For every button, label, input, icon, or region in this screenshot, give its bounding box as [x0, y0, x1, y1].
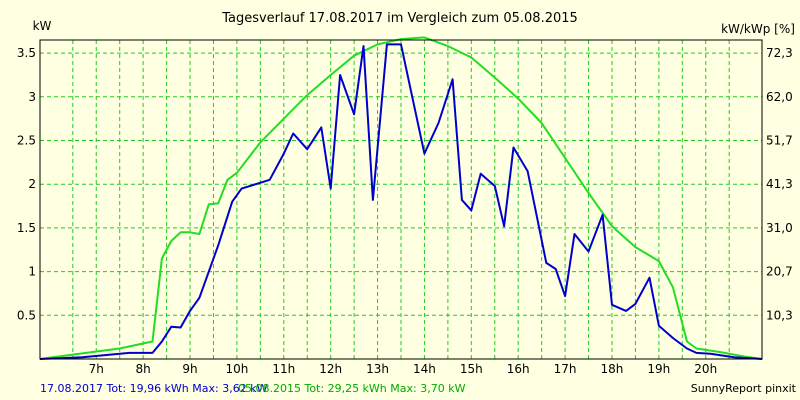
y-left-tick-label: 2.5	[17, 134, 36, 148]
report-source: SunnyReport pinxit	[691, 382, 797, 395]
y-right-tick-label: 72,3	[766, 46, 793, 60]
x-tick-label: 16h	[507, 362, 530, 376]
x-tick-label: 11h	[272, 362, 295, 376]
x-tick-label: 10h	[225, 362, 248, 376]
x-tick-label: 9h	[182, 362, 197, 376]
chart-title: Tagesverlauf 17.08.2017 im Vergleich zum…	[221, 11, 578, 26]
x-tick-label: 20h	[694, 362, 717, 376]
series2-summary: 05.08.2015 Tot: 29,25 kWh Max: 3,70 kW	[238, 382, 466, 395]
y-right-tick-label: 31,0	[766, 221, 793, 235]
y-axis-right-label: kW/kWp [%]	[721, 22, 795, 36]
x-tick-label: 13h	[366, 362, 389, 376]
y-left-tick-label: 0.5	[17, 308, 36, 322]
x-tick-label: 7h	[89, 362, 104, 376]
x-tick-label: 14h	[413, 362, 436, 376]
series-line-2017	[39, 43, 763, 360]
y-left-tick-label: 2	[28, 177, 36, 191]
x-tick-label: 12h	[319, 362, 342, 376]
y-right-tick-label: 62,0	[766, 90, 793, 104]
y-right-tick-label: 10,3	[766, 308, 793, 322]
x-tick-label: 18h	[601, 362, 624, 376]
series1-summary: 17.08.2017 Tot: 19,96 kWh Max: 3,62 kW	[40, 382, 268, 395]
y-left-tick-label: 1.5	[17, 221, 36, 235]
y-right-tick-label: 41,3	[766, 177, 793, 191]
series-lines	[39, 36, 763, 360]
y-right-tick-label: 20,7	[766, 265, 793, 279]
series-line-2015	[39, 36, 763, 360]
y-left-tick-label: 3.5	[17, 46, 36, 60]
y-left-tick-label: 1	[28, 265, 36, 279]
y-left-tick-label: 3	[28, 90, 36, 104]
x-tick-label: 17h	[554, 362, 577, 376]
y-axis-left-label: kW	[33, 19, 52, 33]
x-tick-label: 8h	[136, 362, 151, 376]
tick-labels: 7h 8h 9h 10h 11h 12h 13h 14h 15h 16h 17h 18h 19h 20h 0…	[17, 46, 793, 376]
plot-frame	[39, 39, 763, 360]
x-tick-label: 19h	[647, 362, 670, 376]
x-tick-label: 15h	[460, 362, 483, 376]
y-right-tick-label: 51,7	[766, 134, 793, 148]
